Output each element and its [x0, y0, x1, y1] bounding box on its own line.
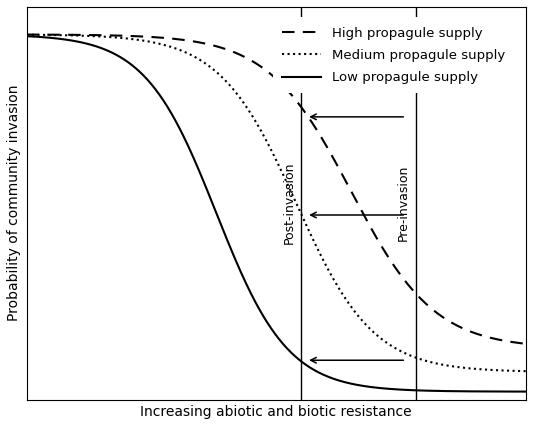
Y-axis label: Probability of community invasion: Probability of community invasion — [7, 85, 21, 322]
Text: Pre-invasion: Pre-invasion — [397, 165, 410, 242]
X-axis label: Increasing abiotic and biotic resistance: Increasing abiotic and biotic resistance — [141, 405, 412, 419]
Text: Post-invasion: Post-invasion — [282, 162, 295, 245]
Legend: High propagule supply, Medium propagule supply, Low propagule supply: High propagule supply, Medium propagule … — [272, 17, 514, 93]
